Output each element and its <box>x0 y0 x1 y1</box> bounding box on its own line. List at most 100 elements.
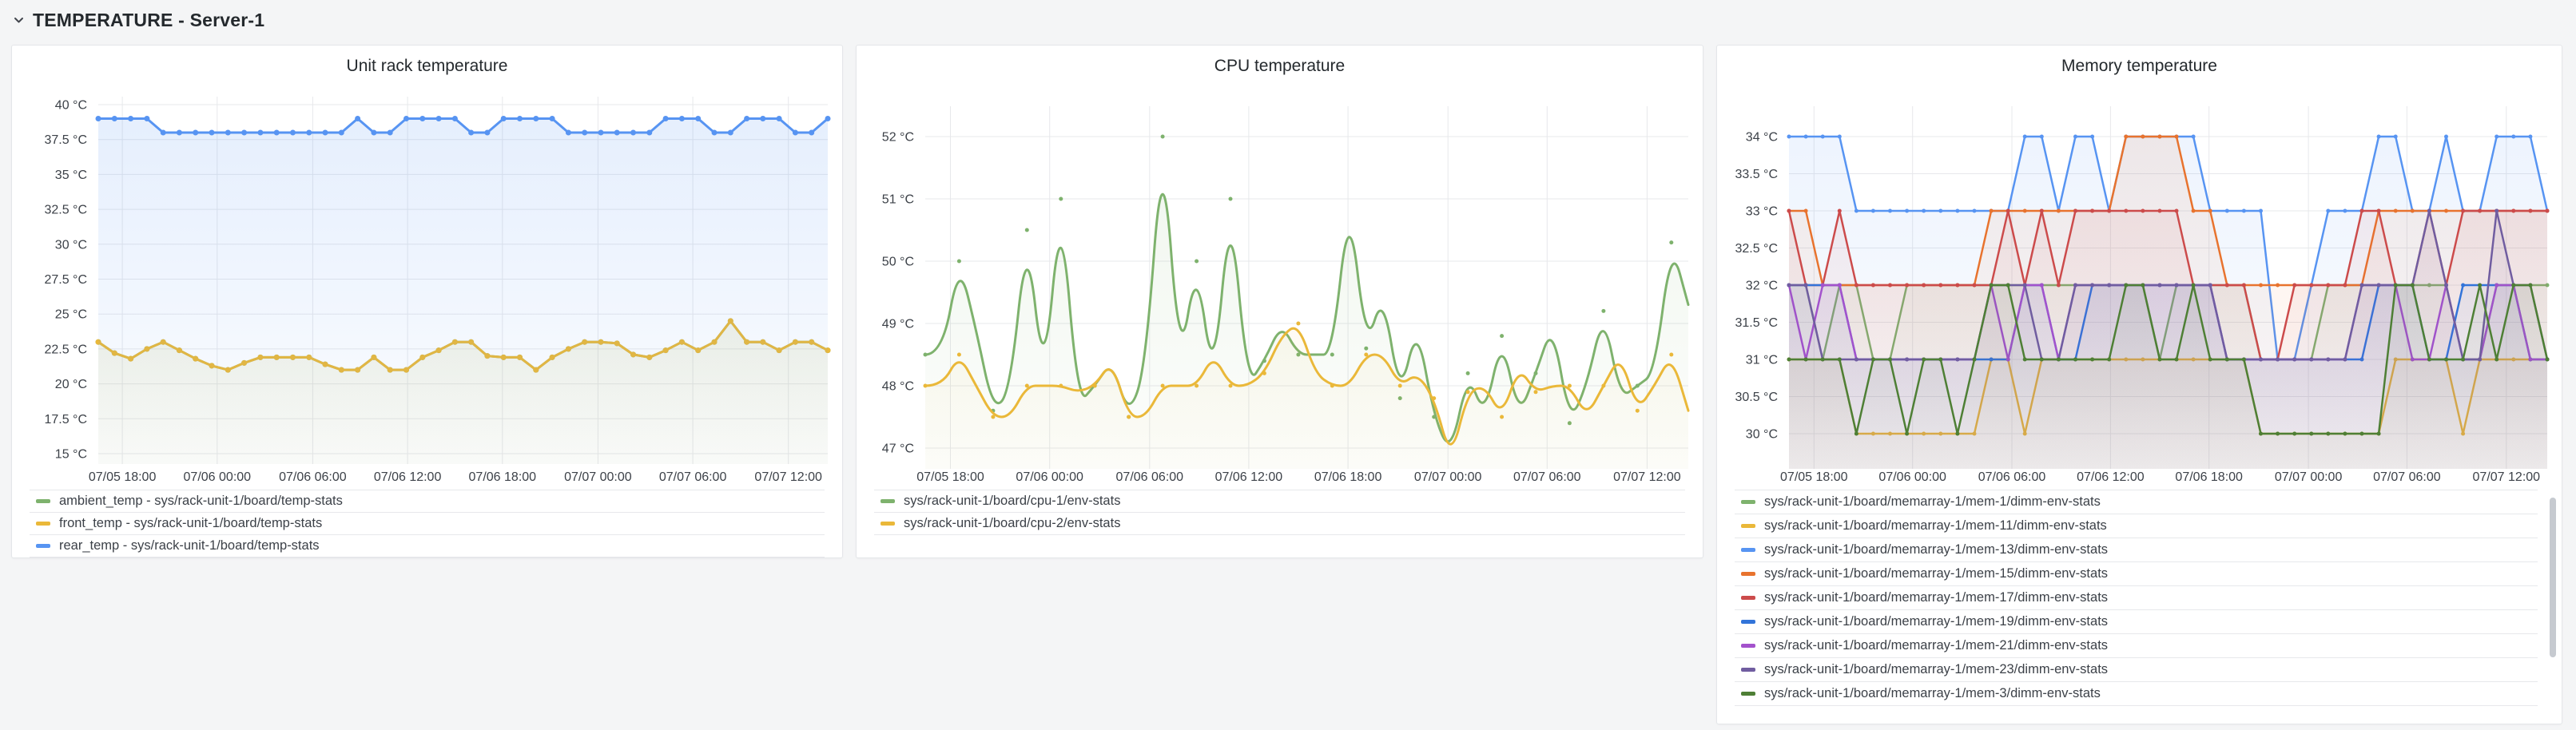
svg-text:50 °C: 50 °C <box>882 256 914 269</box>
svg-text:07/06 00:00: 07/06 00:00 <box>1016 470 1083 484</box>
dashboard-row-header[interactable]: TEMPERATURE - Server-1 <box>0 0 2576 35</box>
legend-item-label: sys/rack-unit-1/board/memarray-1/mem-1/d… <box>1764 494 2101 509</box>
legend-item-label: sys/rack-unit-1/board/memarray-1/mem-19/… <box>1764 614 2109 629</box>
svg-text:33.5 °C: 33.5 °C <box>1735 168 1778 181</box>
legend-item-label: sys/rack-unit-1/board/cpu-1/env-stats <box>904 494 1121 508</box>
panel-title[interactable]: Unit rack temperature <box>346 57 508 75</box>
y-axis-labels: 34 °C 33.5 °C 33 °C 32.5 °C 32 °C 31.5 °C 31 °… <box>1735 131 1778 442</box>
panel-title[interactable]: CPU temperature <box>1214 57 1346 75</box>
svg-text:17.5 °C: 17.5 °C <box>44 413 87 426</box>
legend-item[interactable]: sys/rack-unit-1/board/memarray-1/mem-1/d… <box>1735 490 2538 514</box>
legend-scrollbar-thumb[interactable] <box>2550 498 2556 657</box>
legend: sys/rack-unit-1/board/cpu-1/env-stats sys… <box>874 490 1685 535</box>
svg-text:32.5 °C: 32.5 °C <box>44 204 87 217</box>
legend: sys/rack-unit-1/board/memarray-1/mem-1/d… <box>1735 490 2538 706</box>
legend-series-swatch-icon <box>1741 596 1755 600</box>
panel-title[interactable]: Memory temperature <box>2061 57 2217 75</box>
legend-item-label: rear_temp - sys/rack-unit-1/board/temp-s… <box>59 538 320 553</box>
svg-text:07/06 06:00: 07/06 06:00 <box>279 470 347 484</box>
legend-series-swatch-icon <box>881 499 895 503</box>
legend-item-label: sys/rack-unit-1/board/memarray-1/mem-17/… <box>1764 590 2109 605</box>
legend-item[interactable]: rear_temp - sys/rack-unit-1/board/temp-s… <box>30 535 825 557</box>
legend-item[interactable]: sys/rack-unit-1/board/memarray-1/mem-11/… <box>1735 514 2538 538</box>
legend-item-label: sys/rack-unit-1/board/memarray-1/mem-15/… <box>1764 566 2109 581</box>
svg-text:07/06 00:00: 07/06 00:00 <box>184 470 252 484</box>
legend-item[interactable]: sys/rack-unit-1/board/memarray-1/mem-21/… <box>1735 634 2538 658</box>
y-axis-labels: 52 °C 51 °C 50 °C 49 °C 48 °C 47 °C <box>882 131 914 456</box>
panel-cpu-temperature: 52 °C 51 °C 50 °C 49 °C 48 °C 47 °C 07/05 18:0… <box>856 45 1703 558</box>
svg-text:07/06 12:00: 07/06 12:00 <box>2077 470 2145 484</box>
svg-text:25 °C: 25 °C <box>55 308 87 322</box>
legend-item[interactable]: sys/rack-unit-1/board/cpu-2/env-stats <box>874 513 1685 535</box>
panel-unit-rack-temperature: 40 °C 37.5 °C 35 °C 32.5 °C 30 °C 27.5 °C 25 °… <box>11 45 843 558</box>
legend-series-swatch-icon <box>1741 500 1755 504</box>
svg-text:27.5 °C: 27.5 °C <box>44 273 87 287</box>
x-axis-labels: 07/05 18:00 07/06 00:00 07/06 06:00 07/06 1… <box>1780 470 2540 484</box>
legend-item[interactable]: sys/rack-unit-1/board/memarray-1/mem-17/… <box>1735 586 2538 610</box>
chevron-down-icon[interactable] <box>13 14 25 26</box>
svg-text:32.5 °C: 32.5 °C <box>1735 242 1778 256</box>
y-axis-labels: 40 °C 37.5 °C 35 °C 32.5 °C 30 °C 27.5 °C 25 °… <box>44 99 87 462</box>
svg-text:40 °C: 40 °C <box>55 99 87 113</box>
legend-series-swatch-icon <box>36 544 50 548</box>
unit-rack-temperature-chart[interactable]: 40 °C 37.5 °C 35 °C 32.5 °C 30 °C 27.5 °C 25 °… <box>12 46 842 557</box>
svg-text:34 °C: 34 °C <box>1746 131 1778 145</box>
legend-item[interactable]: sys/rack-unit-1/board/cpu-1/env-stats <box>874 490 1685 513</box>
legend-series-swatch-icon <box>1741 620 1755 624</box>
svg-text:07/06 18:00: 07/06 18:00 <box>2175 470 2243 484</box>
series <box>1787 283 2550 469</box>
legend-item-label: sys/rack-unit-1/board/cpu-2/env-stats <box>904 516 1121 530</box>
svg-text:07/05 18:00: 07/05 18:00 <box>916 470 984 484</box>
legend-item[interactable]: sys/rack-unit-1/board/memarray-1/mem-23/… <box>1735 658 2538 682</box>
series <box>95 116 831 464</box>
cpu-temperature-chart[interactable]: 52 °C 51 °C 50 °C 49 °C 48 °C 47 °C 07/05 18:0… <box>857 46 1703 557</box>
svg-text:48 °C: 48 °C <box>882 380 914 394</box>
legend-item[interactable]: sys/rack-unit-1/board/memarray-1/mem-3/d… <box>1735 682 2538 706</box>
legend-item[interactable]: sys/rack-unit-1/board/memarray-1/mem-19/… <box>1735 610 2538 634</box>
svg-text:30 °C: 30 °C <box>55 238 87 252</box>
svg-text:07/06 18:00: 07/06 18:00 <box>1314 470 1382 484</box>
legend-item-label: sys/rack-unit-1/board/memarray-1/mem-21/… <box>1764 638 2109 653</box>
panel-memory-temperature: 34 °C 33.5 °C 33 °C 32.5 °C 32 °C 31.5 °C 31 °… <box>1716 45 2562 724</box>
svg-text:37.5 °C: 37.5 °C <box>44 133 87 147</box>
svg-text:07/06 12:00: 07/06 12:00 <box>374 470 442 484</box>
svg-text:07/06 06:00: 07/06 06:00 <box>1116 470 1184 484</box>
svg-text:22.5 °C: 22.5 °C <box>44 343 87 356</box>
legend-item-label: sys/rack-unit-1/board/memarray-1/mem-13/… <box>1764 542 2109 557</box>
svg-text:07/07 00:00: 07/07 00:00 <box>564 470 632 484</box>
legend-series-swatch-icon <box>1741 524 1755 528</box>
panels-row: 40 °C 37.5 °C 35 °C 32.5 °C 30 °C 27.5 °C 25 °… <box>11 45 2570 724</box>
svg-text:33 °C: 33 °C <box>1746 205 1778 219</box>
svg-text:07/07 06:00: 07/07 06:00 <box>659 470 727 484</box>
svg-text:07/07 12:00: 07/07 12:00 <box>2473 470 2541 484</box>
legend-item-label: sys/rack-unit-1/board/memarray-1/mem-3/d… <box>1764 686 2101 700</box>
svg-text:35 °C: 35 °C <box>55 169 87 182</box>
svg-text:47 °C: 47 °C <box>882 442 914 456</box>
svg-text:07/07 00:00: 07/07 00:00 <box>1414 470 1482 484</box>
legend-item[interactable]: ambient_temp - sys/rack-unit-1/board/tem… <box>30 490 825 513</box>
svg-text:07/07 00:00: 07/07 00:00 <box>2275 470 2343 484</box>
legend-item[interactable]: sys/rack-unit-1/board/memarray-1/mem-15/… <box>1735 562 2538 586</box>
x-axis-labels: 07/05 18:00 07/06 00:00 07/06 06:00 07/06 1… <box>916 470 1681 484</box>
svg-text:07/06 00:00: 07/06 00:00 <box>1878 470 1946 484</box>
svg-text:30.5 °C: 30.5 °C <box>1735 391 1778 404</box>
x-axis-labels: 07/05 18:00 07/06 00:00 07/06 06:00 07/06 1… <box>89 470 822 484</box>
legend-item-label: ambient_temp - sys/rack-unit-1/board/tem… <box>59 494 343 508</box>
legend-series-swatch-icon <box>36 522 50 526</box>
legend-scrollbar[interactable] <box>2550 493 2556 730</box>
legend-item[interactable]: sys/rack-unit-1/board/memarray-1/mem-13/… <box>1735 538 2538 562</box>
legend-item-label: sys/rack-unit-1/board/memarray-1/mem-23/… <box>1764 662 2109 676</box>
legend-item[interactable]: front_temp - sys/rack-unit-1/board/temp-… <box>30 513 825 535</box>
legend-series-swatch-icon <box>881 522 895 526</box>
svg-text:31 °C: 31 °C <box>1746 354 1778 367</box>
legend: ambient_temp - sys/rack-unit-1/board/tem… <box>30 490 825 557</box>
svg-text:20 °C: 20 °C <box>55 378 87 391</box>
legend-series-swatch-icon <box>1741 692 1755 696</box>
svg-text:07/07 06:00: 07/07 06:00 <box>1513 470 1581 484</box>
svg-text:31.5 °C: 31.5 °C <box>1735 316 1778 330</box>
legend-series-swatch-icon <box>1741 548 1755 552</box>
svg-text:51 °C: 51 °C <box>882 193 914 207</box>
legend-series-swatch-icon <box>1741 572 1755 576</box>
memory-temperature-chart[interactable]: 34 °C 33.5 °C 33 °C 32.5 °C 32 °C 31.5 °C 31 °… <box>1717 46 2562 724</box>
svg-text:49 °C: 49 °C <box>882 318 914 331</box>
